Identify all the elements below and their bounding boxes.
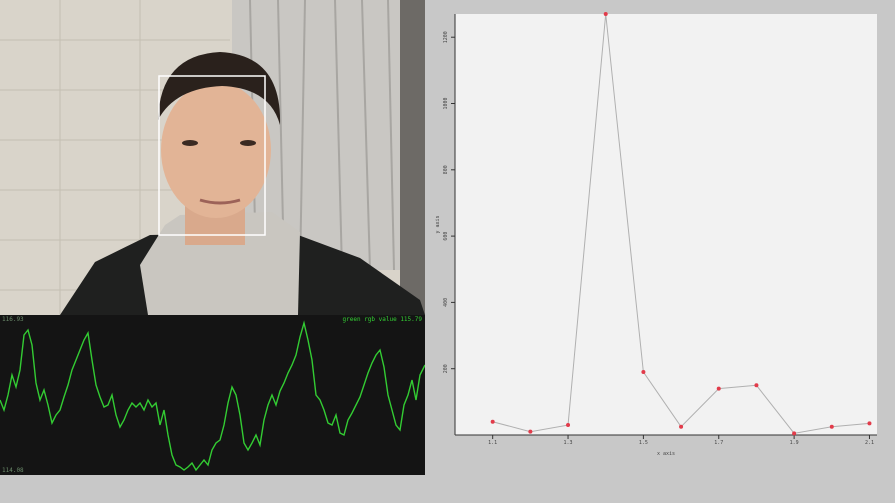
x-tick-label: 1.9 [790,440,799,446]
hoodie [140,212,300,315]
data-point [603,12,608,16]
signal-title: green rgb value 115.79 [342,316,422,323]
y-tick-label: 1000 [443,97,449,109]
x-tick-label: 2.1 [865,440,874,446]
signal-max-label: 116.93 [2,316,24,323]
x-axis-label: x axis [657,451,675,457]
data-point [867,421,872,426]
face [161,82,271,218]
window-frame [400,0,425,315]
right-strip [877,0,895,503]
y-tick-label: 1200 [443,31,449,43]
webcam-frame [0,0,425,315]
data-point [490,419,495,424]
plot-background [455,14,877,435]
green-signal-plot [0,320,425,472]
data-point [754,383,759,388]
webcam-feed [0,0,425,315]
mouth [199,198,241,205]
data-point [641,370,646,375]
x-tick-label: 1.3 [564,440,573,446]
green-signal-panel: 116.93 114.08 green rgb value 115.79 [0,315,425,475]
left-eye [182,140,198,146]
y-tick-label: 600 [443,232,449,241]
x-tick-label: 1.5 [639,440,648,446]
signal-min-label: 114.08 [2,467,24,474]
y-tick-label: 800 [443,165,449,174]
fft-plot: 1.1 1.3 1.5 1.7 1.9 2.1 200 400 600 800 1000 1200 x … [435,12,877,457]
data-point [716,386,721,391]
y-tick-label: 400 [443,298,449,307]
y-axis-label: y axis [435,215,441,233]
data-point [829,424,834,429]
data-point [792,431,797,436]
bottom-strip [0,475,425,503]
green-signal-trace [0,320,425,472]
data-point [679,424,684,429]
data-point [566,423,571,428]
y-tick-label: 200 [443,364,449,373]
data-point [528,429,533,434]
fft-plot-panel: 1.1 1.3 1.5 1.7 1.9 2.1 200 400 600 800 1000 1200 x … [425,0,895,503]
face-detection-box [158,75,266,236]
x-tick-label: 1.1 [488,440,497,446]
hair [158,52,281,125]
x-tick-label: 1.7 [714,440,723,446]
right-eye [240,140,256,146]
